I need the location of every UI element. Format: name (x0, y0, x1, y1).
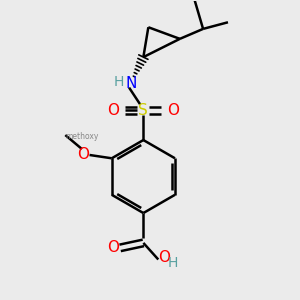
Text: N: N (125, 76, 137, 91)
Text: O: O (167, 103, 179, 118)
Text: S: S (139, 103, 148, 118)
Text: methoxy: methoxy (65, 132, 99, 141)
Text: O: O (78, 148, 90, 163)
Text: O: O (107, 103, 119, 118)
Text: O: O (107, 240, 119, 255)
Text: H: H (113, 75, 124, 89)
Text: H: H (168, 256, 178, 271)
Text: O: O (158, 250, 170, 265)
